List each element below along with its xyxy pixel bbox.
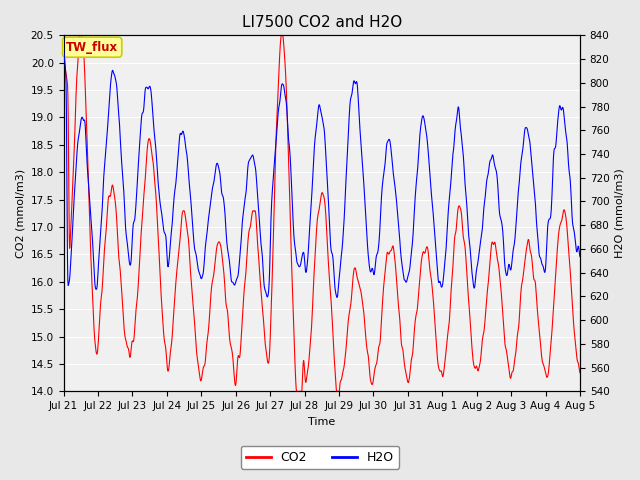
Y-axis label: H2O (mmol/m3): H2O (mmol/m3) <box>615 168 625 258</box>
Text: TW_flux: TW_flux <box>66 41 118 54</box>
Legend: CO2, H2O: CO2, H2O <box>241 446 399 469</box>
Y-axis label: CO2 (mmol/m3): CO2 (mmol/m3) <box>15 169 25 258</box>
X-axis label: Time: Time <box>308 417 335 427</box>
Title: LI7500 CO2 and H2O: LI7500 CO2 and H2O <box>242 15 402 30</box>
